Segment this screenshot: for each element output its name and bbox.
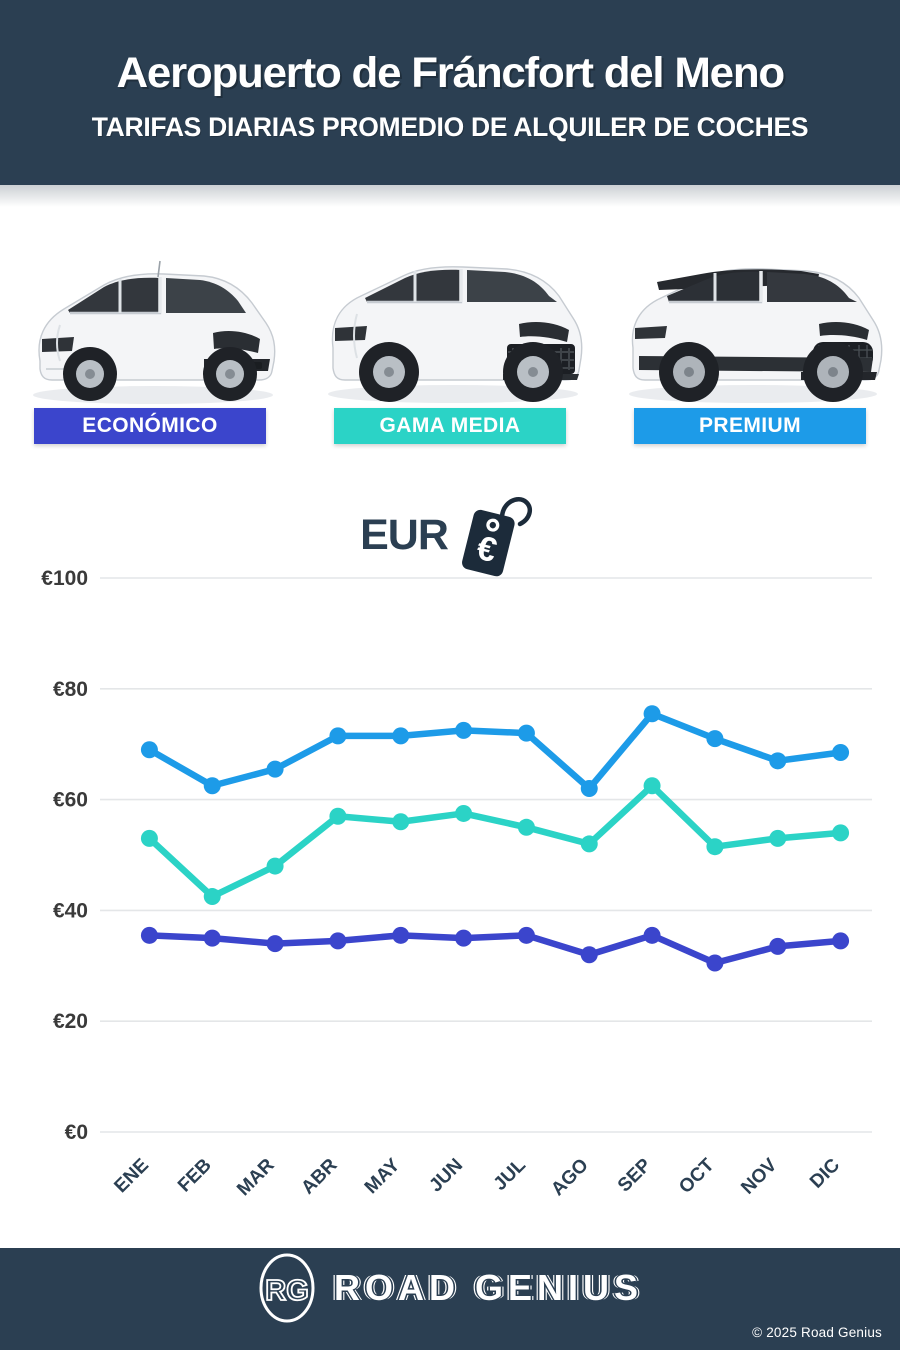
- vehicle-cell-premium: [600, 228, 900, 413]
- header-shadow-divider: [0, 185, 900, 207]
- rates-line-chart: €0 €20 €40 €60 €80 €100 ENE FEB MAR ABR MAY JUN JUL…: [0, 556, 900, 1236]
- y-axis-tick-label: €80: [53, 678, 88, 701]
- vehicle-cell-economy: [0, 228, 300, 413]
- data-point[interactable]: [769, 752, 787, 770]
- footer-banner: RG ROAD GENIUS © 2025 Road Genius: [0, 1248, 900, 1350]
- category-badge-economy[interactable]: ECONÓMICO: [34, 408, 266, 444]
- data-point[interactable]: [266, 857, 284, 875]
- x-axis-tick-label: JUL: [490, 1154, 531, 1195]
- chart-series-gama-media: [140, 777, 850, 906]
- y-axis-tick-label: €100: [41, 567, 88, 590]
- category-badge-premium[interactable]: PREMIUM: [634, 408, 866, 444]
- y-axis-tick-label: €40: [53, 899, 88, 922]
- currency-code-label: EUR: [360, 510, 449, 559]
- x-axis-tick-label: MAY: [361, 1154, 405, 1198]
- copyright-label: © 2025 Road Genius: [752, 1325, 882, 1340]
- data-point[interactable]: [580, 946, 598, 964]
- x-axis-tick-label: ABR: [297, 1154, 341, 1198]
- chart-canvas: €0 €20 €40 €60 €80 €100 ENE FEB MAR ABR MAY JUN JUL…: [41, 567, 872, 1200]
- data-point[interactable]: [643, 777, 661, 795]
- currency-indicator: EUR €: [0, 495, 900, 577]
- road-genius-logo-icon: RG: [259, 1253, 315, 1323]
- price-tag-euro-icon: €: [461, 497, 532, 577]
- brand-name-label: ROAD GENIUS: [333, 1267, 644, 1308]
- hatchback-car-icon: [32, 260, 275, 404]
- data-point[interactable]: [580, 835, 598, 853]
- data-point[interactable]: [832, 744, 850, 762]
- data-point[interactable]: [329, 727, 347, 745]
- x-axis-tick-label: FEB: [174, 1155, 216, 1197]
- x-axis-tick-label: ENE: [110, 1155, 152, 1197]
- data-point[interactable]: [706, 954, 724, 972]
- chart-series-premium: [140, 705, 850, 798]
- data-point[interactable]: [329, 807, 347, 825]
- data-point[interactable]: [140, 926, 158, 944]
- page-title: Aeropuerto de Fráncfort del Meno: [116, 48, 785, 97]
- data-point[interactable]: [392, 813, 410, 831]
- data-point[interactable]: [455, 721, 473, 739]
- series-line: [146, 710, 844, 792]
- data-point[interactable]: [706, 838, 724, 856]
- data-point[interactable]: [580, 780, 598, 798]
- category-cell-economy: ECONÓMICO: [0, 408, 300, 444]
- x-axis-tick-label: AGO: [547, 1155, 592, 1200]
- series-line: [146, 932, 844, 967]
- category-cell-premium: PREMIUM: [600, 408, 900, 444]
- chart-series-group: [140, 705, 850, 972]
- data-point[interactable]: [266, 935, 284, 953]
- svg-text:RG: RG: [265, 1275, 309, 1307]
- data-point[interactable]: [392, 727, 410, 745]
- data-point[interactable]: [769, 937, 787, 955]
- luxury-suv-car-icon: [629, 268, 883, 403]
- chart-y-axis-labels: €0 €20 €40 €60 €80 €100: [41, 567, 88, 1144]
- y-axis-tick-label: €0: [65, 1121, 88, 1144]
- x-axis-tick-label: DIC: [806, 1154, 844, 1192]
- y-axis-tick-label: €20: [53, 1010, 88, 1033]
- category-cell-midsize: GAMA MEDIA: [300, 408, 600, 444]
- data-point[interactable]: [455, 804, 473, 822]
- series-line: [146, 782, 844, 900]
- vehicle-image-row: [0, 228, 900, 413]
- x-axis-tick-label: OCT: [675, 1154, 718, 1197]
- data-point[interactable]: [706, 730, 724, 748]
- data-point[interactable]: [329, 932, 347, 950]
- category-legend: ECONÓMICO GAMA MEDIA PREMIUM: [0, 408, 900, 444]
- brand-lockup: RG ROAD GENIUS: [0, 1252, 900, 1324]
- x-axis-tick-label: JUN: [425, 1155, 467, 1197]
- data-point[interactable]: [266, 760, 284, 778]
- data-point[interactable]: [140, 741, 158, 759]
- x-axis-tick-label: SEP: [614, 1154, 656, 1196]
- data-point[interactable]: [140, 829, 158, 847]
- chart-series-económico: [140, 926, 850, 972]
- data-point[interactable]: [517, 818, 535, 836]
- data-point[interactable]: [203, 929, 221, 947]
- page-subtitle: TARIFAS DIARIAS PROMEDIO DE ALQUILER DE …: [91, 111, 809, 142]
- category-badge-midsize[interactable]: GAMA MEDIA: [334, 408, 566, 444]
- data-point[interactable]: [832, 932, 850, 950]
- chart-x-axis-labels: ENE FEB MAR ABR MAY JUN JUL AGO SEP OCT NOV DIC: [110, 1154, 844, 1200]
- data-point[interactable]: [203, 888, 221, 906]
- x-axis-tick-label: MAR: [233, 1154, 279, 1200]
- data-point[interactable]: [517, 724, 535, 742]
- data-point[interactable]: [203, 777, 221, 795]
- data-point[interactable]: [832, 824, 850, 842]
- header-banner: Aeropuerto de Fráncfort del Meno TARIFAS…: [0, 0, 900, 185]
- data-point[interactable]: [769, 829, 787, 847]
- vehicle-cell-midsize: [300, 228, 600, 413]
- data-point[interactable]: [643, 926, 661, 944]
- y-axis-tick-label: €60: [53, 789, 88, 812]
- suv-car-icon: [327, 266, 582, 403]
- footer-arch-shape: [0, 1248, 900, 1350]
- data-point[interactable]: [517, 926, 535, 944]
- chart-gridlines: [100, 577, 872, 1133]
- data-point[interactable]: [643, 705, 661, 723]
- data-point[interactable]: [455, 929, 473, 947]
- data-point[interactable]: [392, 926, 410, 944]
- x-axis-tick-label: NOV: [737, 1154, 781, 1198]
